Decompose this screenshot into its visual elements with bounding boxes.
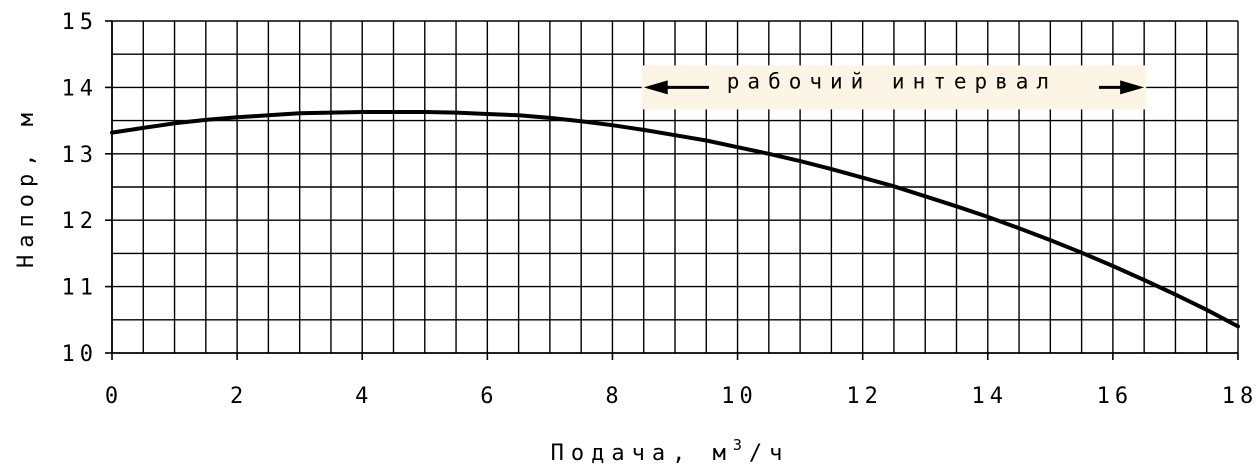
left-arrow-icon <box>643 80 668 95</box>
y-tick-label: 11 <box>62 276 99 301</box>
x-tick-label: 4 <box>355 384 373 409</box>
x-axis-title: Подача, м3/ч <box>551 436 790 466</box>
y-tick-label: 14 <box>62 76 99 101</box>
working-interval-annotation: рабочий интервал <box>641 65 1147 110</box>
right-arrow-icon <box>1120 80 1145 95</box>
tick-labels: 0 2 4 6 8 10 12 14 16 18 10 11 12 13 14 15 <box>62 10 1259 409</box>
x-tick-label: 14 <box>972 384 1009 409</box>
x-tick-label: 0 <box>105 384 123 409</box>
y-tick-label: 10 <box>62 342 99 367</box>
x-tick-label: 10 <box>721 384 758 409</box>
working-interval-background <box>641 65 1147 110</box>
x-tick-label: 12 <box>846 384 883 409</box>
working-interval-label: рабочий интервал <box>727 69 1057 93</box>
axes <box>105 20 1239 360</box>
x-axis-title-superscript: 3 <box>733 436 749 454</box>
x-tick-label: 16 <box>1097 384 1134 409</box>
y-tick-label: 13 <box>62 143 99 168</box>
x-tick-label: 8 <box>605 384 623 409</box>
series-line-head-curve <box>110 110 1240 329</box>
y-axis-title: Напор, м <box>14 106 39 268</box>
y-tick-label: 12 <box>62 209 99 234</box>
x-axis-title-main: Подача, м <box>551 441 733 466</box>
y-tick-label: 15 <box>62 10 99 35</box>
x-tick-label: 18 <box>1222 384 1259 409</box>
x-tick-label: 6 <box>480 384 498 409</box>
x-axis-title-suffix: /ч <box>749 441 790 466</box>
x-tick-label: 2 <box>230 384 248 409</box>
